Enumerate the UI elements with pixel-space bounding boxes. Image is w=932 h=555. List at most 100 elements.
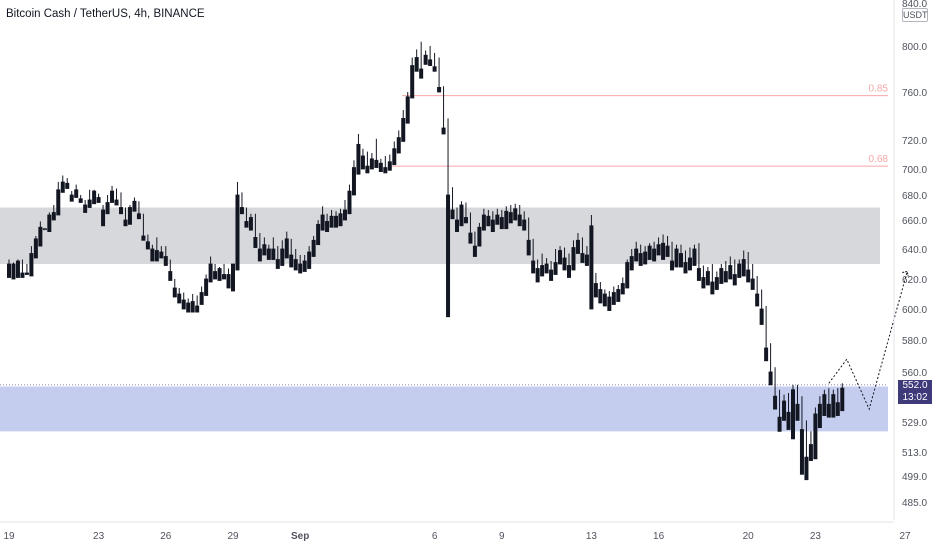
candle (656, 237, 661, 256)
candle-body (15, 260, 20, 278)
y-tick-label: 840.0 (902, 0, 927, 10)
resistance-zone (0, 207, 880, 264)
currency-badge[interactable]: USDT (902, 8, 928, 22)
candle (522, 211, 527, 231)
candle (119, 192, 124, 215)
candle (414, 49, 419, 72)
candle-body (154, 250, 159, 262)
candle (446, 118, 451, 318)
candle (11, 262, 16, 280)
candle-body (369, 158, 374, 170)
candle-body (795, 403, 800, 421)
candle (24, 264, 29, 275)
candle (544, 258, 549, 274)
candle-body (468, 232, 473, 244)
candle (127, 205, 132, 225)
candle (177, 288, 182, 304)
candle-body (163, 256, 168, 266)
candle (257, 233, 262, 262)
candle-body (755, 293, 760, 307)
candle (517, 205, 522, 227)
candle (356, 134, 361, 175)
candle-body (253, 236, 258, 248)
candle-body (463, 217, 468, 224)
candle (123, 207, 128, 227)
candle-body (719, 268, 724, 284)
candle (311, 235, 316, 257)
candle-body (298, 263, 303, 274)
candle (114, 188, 119, 206)
candle (665, 235, 670, 257)
candle (136, 201, 141, 220)
candle (410, 57, 415, 99)
x-tick-label: 19 (3, 531, 15, 542)
candle (508, 205, 513, 224)
candle-body (728, 265, 733, 280)
candle-body (342, 209, 347, 221)
candle-body (239, 207, 244, 215)
candle (365, 151, 370, 174)
candle-body (38, 226, 43, 247)
fib-label-0.85: 0.85 (869, 84, 889, 95)
candle (629, 249, 634, 271)
candle-body (101, 209, 106, 227)
candle (835, 388, 840, 416)
candle-body (508, 212, 513, 224)
x-tick-label: 20 (743, 531, 755, 542)
candle (741, 250, 746, 277)
candle-body (679, 253, 684, 268)
candle-body (360, 155, 365, 170)
candle-body (141, 235, 146, 241)
x-tick-label: 23 (810, 531, 822, 542)
candle-body (750, 278, 755, 290)
candle (208, 256, 213, 283)
candle-body (127, 207, 132, 225)
candle-body (383, 167, 388, 174)
candle-body (526, 239, 531, 256)
candle (795, 384, 800, 421)
x-tick-label: 13 (586, 531, 598, 542)
candle (549, 261, 554, 281)
candle (553, 249, 558, 275)
candle-body (186, 302, 191, 313)
candle-body (289, 254, 294, 268)
candle-body (683, 262, 688, 274)
candle (20, 259, 25, 278)
candle-body (593, 283, 598, 298)
candle-body (625, 262, 630, 289)
y-tick-label: 499.0 (902, 472, 927, 483)
candle-body (347, 190, 352, 215)
candle-body (611, 292, 616, 305)
candle (791, 384, 796, 440)
candle (826, 388, 831, 418)
candle-body (759, 308, 764, 325)
candle (325, 213, 330, 232)
candle-body (472, 245, 477, 257)
candle (535, 259, 540, 283)
candle-body (419, 68, 424, 79)
candle-body (558, 250, 563, 265)
candle (74, 184, 79, 198)
candle-body (69, 194, 74, 202)
candle (526, 217, 531, 256)
candle (195, 295, 200, 313)
support-zone (0, 386, 888, 432)
candle (329, 210, 334, 228)
candle-body (271, 248, 276, 260)
candle (141, 213, 146, 241)
y-tick-label: 620.0 (902, 275, 927, 286)
candle-body (696, 268, 701, 281)
candle-body (262, 244, 267, 256)
candle-body (334, 215, 339, 228)
candle (60, 175, 65, 193)
candle (513, 203, 518, 221)
candle (643, 246, 648, 265)
candle-body (132, 200, 137, 212)
candle (607, 291, 612, 311)
candle (307, 246, 312, 269)
candle-body (477, 226, 482, 247)
candle (593, 273, 598, 298)
candle (638, 244, 643, 266)
